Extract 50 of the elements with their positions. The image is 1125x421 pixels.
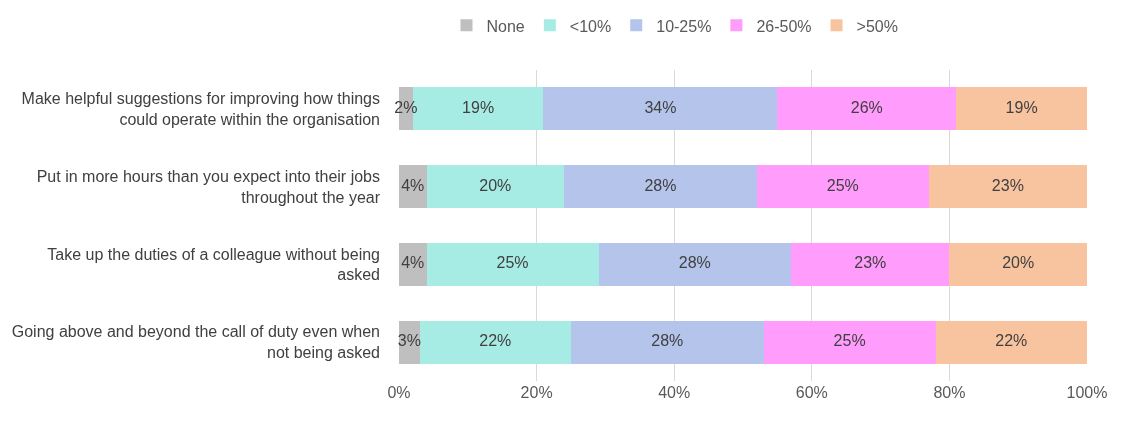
data-label: 2% [394, 98, 418, 116]
y-tick-label: Take up the duties of a colleague without being asked [47, 245, 380, 284]
data-label: 23% [991, 176, 1024, 194]
data-label: 19% [462, 98, 495, 116]
x-tick-label: 100% [1066, 384, 1108, 401]
bar [956, 87, 1087, 131]
legend-label: <10% [569, 17, 612, 35]
data-label: 20% [1002, 254, 1035, 272]
data-label: 22% [479, 332, 512, 350]
bar [426, 165, 565, 209]
data-label: 34% [644, 98, 677, 116]
bar [791, 242, 950, 286]
bar [543, 87, 778, 131]
data-label: 26% [850, 98, 883, 116]
y-tick-label: Make helpful suggestions for improving how things could operate within the organisation [21, 90, 380, 128]
data-label: 3% [397, 332, 421, 350]
legend-label: >50% [856, 17, 898, 35]
legend-label: 26-50% [756, 17, 812, 35]
bar [763, 320, 936, 364]
y-tick-label: Put in more hours than you expect into their jobs throughout the year [36, 167, 381, 206]
data-label: 4% [401, 176, 425, 194]
data-label: 25% [826, 176, 859, 194]
data-label: 25% [833, 332, 866, 350]
bar [756, 165, 929, 209]
x-tick-label: 0% [387, 384, 411, 401]
data-label: 23% [854, 254, 887, 272]
bar [598, 242, 792, 286]
data-label: 22% [995, 332, 1028, 350]
bar [949, 242, 1087, 286]
data-label: 28% [651, 332, 684, 350]
bar [935, 320, 1087, 364]
bar [419, 320, 571, 364]
bar [426, 242, 599, 286]
x-tick-label: 20% [520, 384, 553, 401]
data-label: 20% [479, 176, 512, 194]
legend-label: None [486, 17, 525, 35]
x-tick-label: 60% [795, 384, 828, 401]
x-tick-label: 80% [933, 384, 966, 401]
data-label: 28% [678, 254, 711, 272]
data-label: 19% [1005, 98, 1038, 116]
y-tick-label: Going above and beyond the call of duty even when not being asked [11, 323, 380, 362]
bar [564, 165, 757, 209]
bar [571, 320, 764, 364]
bar [777, 87, 957, 131]
bar [928, 165, 1087, 209]
legend-label: 10-25% [656, 17, 712, 35]
data-label: 4% [401, 254, 425, 272]
data-label: 28% [644, 176, 677, 194]
x-tick-label: 40% [658, 384, 691, 401]
data-label: 25% [496, 254, 529, 272]
